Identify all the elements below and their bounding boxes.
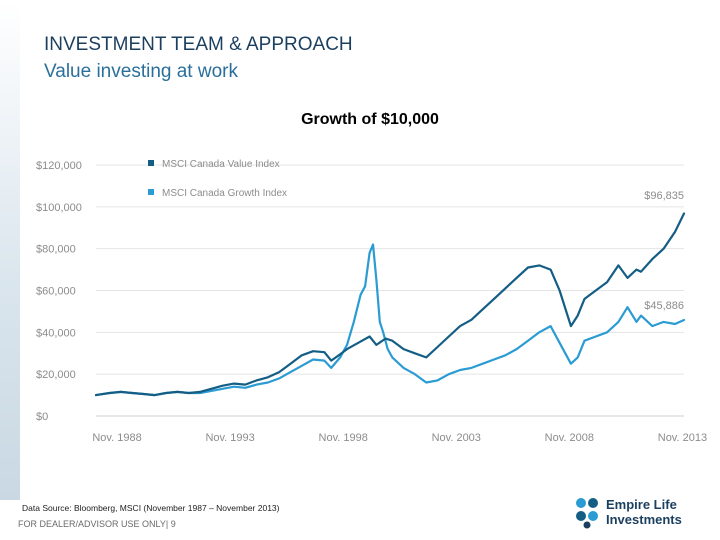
y-tick-label: $0 (36, 411, 48, 423)
logo-line-1: Empire Life (606, 497, 677, 512)
x-tick-label: Nov. 1988 (92, 432, 141, 444)
x-tick-label: Nov. 2013 (658, 432, 707, 444)
chart-series (94, 212, 686, 397)
logo-mark-icon (576, 498, 598, 529)
y-tick-label: $20,000 (36, 369, 76, 381)
page-subtitle: Value investing at work (44, 61, 238, 82)
y-tick-label: $40,000 (36, 327, 76, 339)
end-label-growth: $45,886 (644, 300, 684, 312)
y-tick-label: $100,000 (36, 202, 82, 214)
data-source-note: Data Source: Bloomberg, MSCI (November 1… (22, 503, 280, 513)
logo-line-2: Investments (606, 512, 682, 527)
page-title: INVESTMENT TEAM & APPROACH (44, 34, 353, 55)
y-tick-label: $80,000 (36, 244, 76, 256)
series-line-value (94, 212, 686, 397)
chart-axes: $0 $20,000 $40,000 $60,000 $80,000 $100,000 $1… (36, 160, 707, 444)
y-tick-label: $60,000 (36, 286, 76, 298)
left-gradient-bar (0, 0, 20, 500)
x-tick-label: Nov. 2008 (545, 432, 594, 444)
legend-label-value: MSCI Canada Value Index (162, 159, 280, 170)
series-line-growth (94, 243, 686, 397)
company-logo: Empire Life Investments (572, 494, 712, 534)
chart-legend: MSCI Canada Value Index MSCI Canada Grow… (148, 159, 287, 199)
legend-marker-value (148, 160, 154, 166)
x-tick-label: Nov. 2003 (432, 432, 481, 444)
end-label-value: $96,835 (644, 190, 684, 202)
legend-marker-growth (148, 189, 154, 195)
legend-label-growth: MSCI Canada Growth Index (162, 188, 287, 199)
chart-title: Growth of $10,000 (301, 111, 439, 128)
x-tick-label: Nov. 1993 (205, 432, 254, 444)
y-tick-label: $120,000 (36, 160, 82, 172)
x-tick-label: Nov. 1998 (319, 432, 368, 444)
usage-note: FOR DEALER/ADVISOR USE ONLY| 9 (18, 519, 176, 529)
chart-gridlines (96, 164, 684, 417)
